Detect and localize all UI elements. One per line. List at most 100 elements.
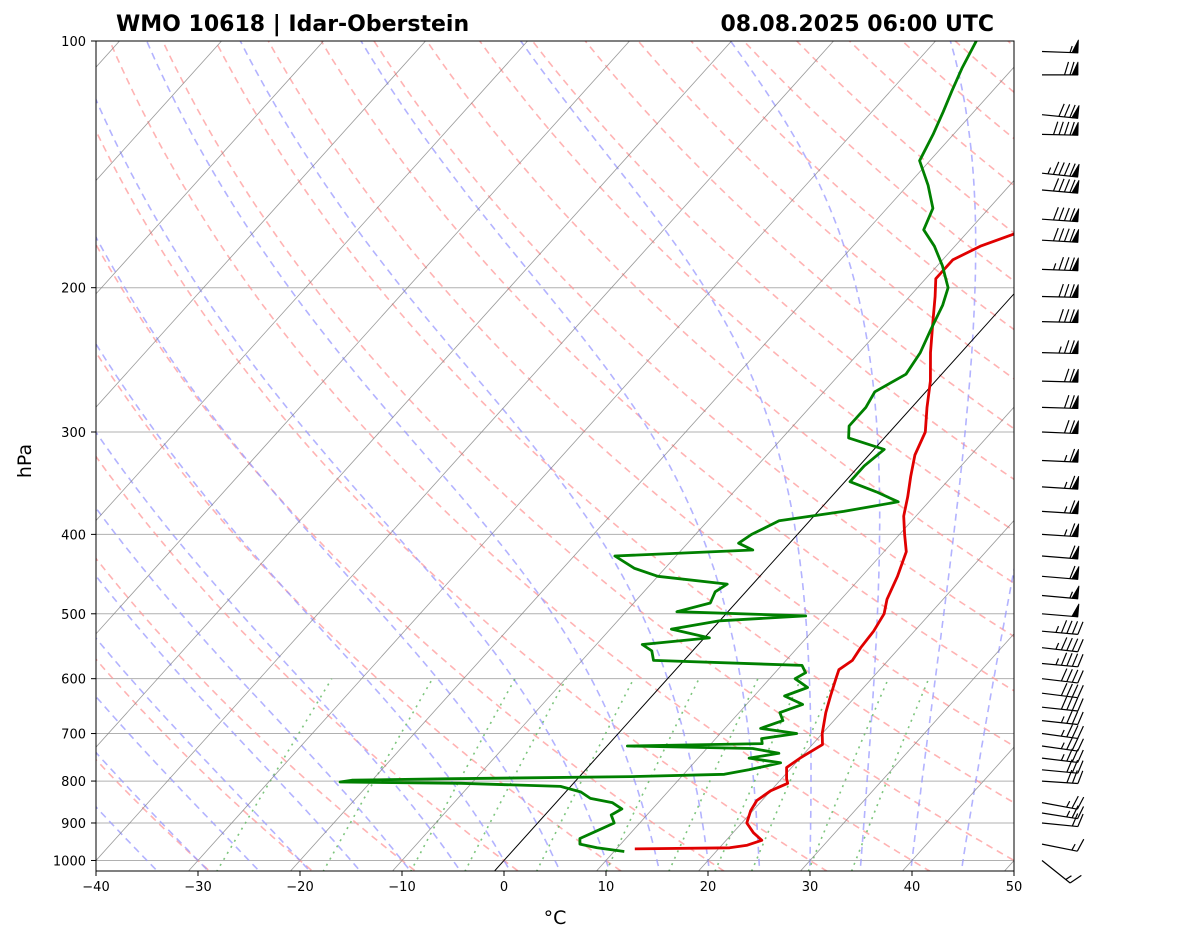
barb-full — [1069, 61, 1075, 76]
barb-full — [1063, 162, 1071, 176]
x-tick-label: −10 — [388, 880, 415, 895]
barb-half — [1052, 263, 1057, 271]
barb-staff — [1041, 732, 1078, 740]
isotherm-line — [187, 41, 937, 871]
barb-full — [1063, 309, 1070, 323]
barb-half — [1055, 658, 1060, 666]
mixing-ratio-line — [668, 678, 759, 871]
isotherm-line — [96, 41, 733, 748]
barb-full — [1063, 419, 1070, 434]
barb-full — [1052, 178, 1060, 192]
barb-full — [1077, 670, 1084, 684]
barb-full — [1058, 308, 1064, 323]
barb-staff — [1041, 822, 1078, 828]
barb-full — [1069, 208, 1076, 222]
barb-staff — [1041, 706, 1078, 712]
x-tick-label: −20 — [286, 880, 313, 895]
barb-full — [1069, 420, 1076, 434]
barb-full — [1071, 697, 1079, 711]
barb-full — [1058, 103, 1065, 117]
moist-adiabat — [239, 41, 711, 871]
barb-full — [1063, 207, 1070, 221]
wind-barb — [1041, 545, 1080, 560]
barb-full — [1071, 725, 1079, 738]
barb-full — [1071, 711, 1079, 725]
barb-half — [1060, 753, 1065, 761]
barb-full — [1077, 813, 1084, 827]
barb-flag — [1071, 39, 1079, 54]
barb-flag — [1071, 284, 1079, 298]
title-right: 08.08.2025 06:00 UTC — [720, 12, 994, 37]
barb-full — [1066, 683, 1073, 697]
barb-staff — [1041, 860, 1071, 884]
barb-half — [1063, 506, 1068, 514]
isotherm-line — [96, 41, 223, 182]
barb-full — [1071, 805, 1079, 819]
zero-isotherm-line — [493, 293, 1014, 871]
barb-full — [1077, 711, 1084, 725]
wind-barb — [1041, 652, 1084, 668]
barb-half — [1065, 875, 1072, 881]
moist-adiabat — [360, 41, 761, 871]
barb-full — [1077, 749, 1084, 763]
barb-full — [1069, 448, 1076, 462]
barb-staff — [1041, 843, 1078, 852]
moist-adiabat — [96, 636, 311, 871]
plot-frame — [95, 40, 1015, 872]
barb-full — [1077, 806, 1085, 819]
barb-flag — [1071, 420, 1079, 435]
barb-flag — [1071, 475, 1080, 490]
barb-half — [1047, 167, 1052, 175]
barb-staff — [1041, 720, 1078, 726]
barb-full — [1063, 340, 1070, 354]
y-tick-label: 300 — [61, 426, 86, 441]
moist-adiabat — [96, 574, 362, 871]
wind-barb — [1041, 860, 1082, 884]
barb-full — [1071, 795, 1079, 809]
barb-full — [1069, 395, 1075, 409]
barb-full — [1066, 653, 1073, 667]
barb-full — [1052, 161, 1060, 175]
wind-barb — [1041, 161, 1080, 178]
mixing-ratio-line — [535, 678, 635, 871]
x-axis-label: °C — [544, 907, 567, 929]
barb-full — [1069, 565, 1076, 579]
barb-half — [1058, 346, 1062, 354]
data-lines — [338, 41, 1014, 853]
barb-full — [1063, 257, 1070, 271]
barb-flag — [1071, 340, 1079, 354]
mixing-ratio-line — [750, 678, 837, 871]
barb-half — [1060, 729, 1065, 737]
isotherm-line — [595, 406, 1014, 871]
barb-full — [1060, 696, 1068, 710]
barb-full — [1052, 227, 1059, 242]
wind-barb — [1041, 283, 1079, 298]
barb-full — [1069, 121, 1075, 136]
barb-half — [1055, 625, 1060, 633]
barb-flag — [1071, 585, 1080, 600]
barb-full — [1063, 121, 1070, 136]
barb-staff — [1041, 647, 1078, 653]
wind-barb — [1041, 682, 1084, 699]
barb-flag — [1071, 603, 1080, 618]
moist-adiabat — [960, 565, 1014, 871]
wind-barb — [1041, 585, 1080, 600]
barb-full — [1058, 228, 1065, 242]
barb-half — [1060, 742, 1065, 750]
dry-adiabat — [637, 41, 1014, 380]
dewpoint-line — [338, 41, 978, 853]
x-tick-label: −40 — [82, 880, 109, 895]
wind-barb — [1041, 523, 1080, 538]
dry-adiabat — [267, 41, 1014, 748]
y-tick-label: 100 — [61, 35, 86, 50]
mixing-ratio-line — [464, 678, 567, 871]
wind-barb — [1041, 308, 1079, 324]
barb-full — [1058, 162, 1065, 176]
barb-full — [1063, 228, 1070, 242]
wind-barb — [1041, 368, 1079, 383]
barb-full — [1077, 770, 1084, 784]
wind-barbs — [1041, 39, 1085, 884]
wind-barb — [1041, 207, 1080, 223]
barb-half — [1066, 800, 1071, 808]
barb-flag — [1071, 545, 1080, 560]
